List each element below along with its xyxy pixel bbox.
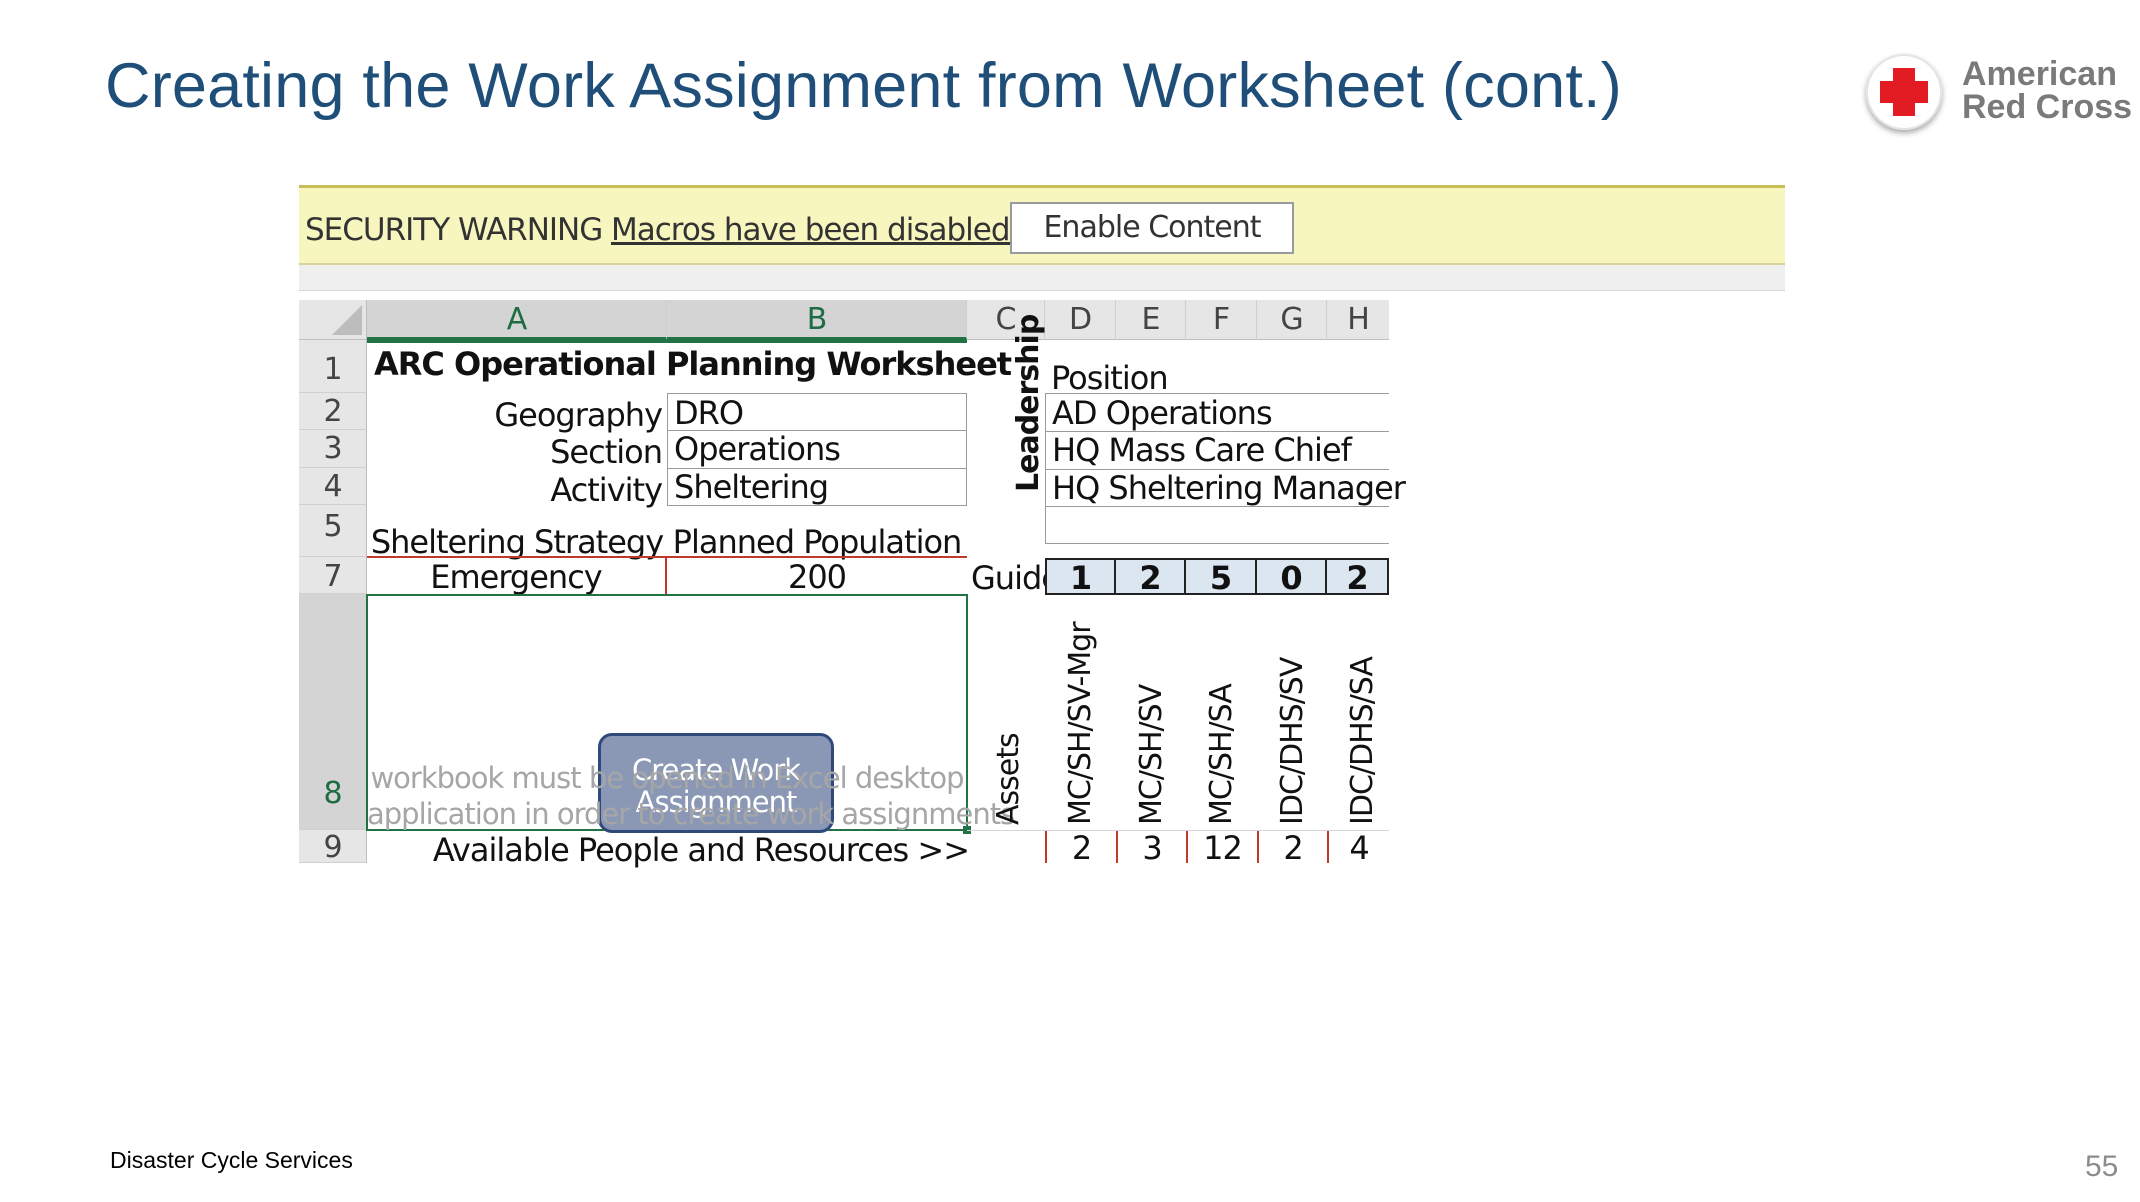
section-cell[interactable]: Operations [667, 431, 967, 469]
strategy-value-cell[interactable]: Emergency [367, 558, 667, 596]
asset-header-idc-dhs-sa: IDC/DHS/SA [1345, 657, 1380, 825]
guide-value-e[interactable]: 2 [1116, 558, 1186, 597]
guide-value-g[interactable]: 0 [1257, 558, 1327, 597]
available-resources-label: Available People and Resources >> [432, 831, 970, 869]
asset-header-idc-dhs-sv: IDC/DHS/SV [1275, 657, 1310, 825]
column-header-h[interactable]: H [1327, 300, 1389, 340]
column-header-f[interactable]: F [1186, 300, 1257, 340]
excel-desktop-note-1: workbook must be opened in Excel desktop [370, 761, 964, 795]
row-header-2[interactable]: 2 [299, 393, 367, 430]
asset-header-mc-sh-sv-mgr: MC/SH/SV-Mgr [1063, 622, 1098, 825]
column-header-a[interactable]: A [367, 300, 667, 340]
section-label: Section [550, 433, 663, 471]
red-divider [367, 556, 967, 558]
leadership-label: Leadership [1011, 314, 1046, 492]
geography-cell[interactable]: DRO [667, 393, 967, 432]
position-ad-operations[interactable]: AD Operations [1045, 393, 1389, 432]
american-red-cross-logo: American Red Cross [1862, 48, 2132, 138]
assets-label: Assets [991, 733, 1026, 825]
logo-line-2: Red Cross [1962, 88, 2133, 126]
planned-population-header: Planned Population [672, 523, 963, 561]
column-header-g[interactable]: G [1257, 300, 1327, 340]
create-button-line-2: Assignment [635, 785, 798, 819]
formula-bar-area [299, 265, 1785, 291]
available-mc-sh-sv[interactable]: 3 [1116, 830, 1186, 866]
guide-value-d[interactable]: 1 [1045, 558, 1116, 597]
geography-label: Geography [494, 396, 663, 434]
red-cross-icon [1866, 54, 1942, 130]
row-header-1[interactable]: 1 [299, 340, 367, 393]
position-header: Position [1051, 359, 1169, 397]
population-value-cell[interactable]: 200 [787, 558, 847, 596]
excel-screenshot: SECURITY WARNING Macros have been disabl… [299, 185, 1785, 1070]
column-header-e[interactable]: E [1116, 300, 1186, 340]
column-header-b[interactable]: B [667, 300, 967, 340]
create-button-line-1: Create Work [631, 753, 801, 787]
security-warning-label: SECURITY WARNING [305, 212, 603, 248]
column-header-c[interactable]: C [967, 300, 1045, 340]
footer-text: Disaster Cycle Services [110, 1147, 353, 1173]
enable-content-button[interactable]: Enable Content [1010, 202, 1294, 254]
activity-cell[interactable]: Sheltering [667, 469, 967, 506]
security-warning-bar: SECURITY WARNING Macros have been disabl… [299, 185, 1785, 265]
available-mc-sh-sv-mgr[interactable]: 2 [1045, 830, 1116, 866]
row-header-3[interactable]: 3 [299, 430, 367, 468]
worksheet-title: ARC Operational Planning Worksheet [374, 345, 1012, 383]
available-idc-dhs-sv[interactable]: 2 [1257, 830, 1327, 866]
asset-header-mc-sh-sa: MC/SH/SA [1204, 684, 1239, 825]
guide-value-h[interactable]: 2 [1327, 558, 1389, 597]
row-9-gridline [967, 830, 1389, 831]
logo-wordmark: American Red Cross [1962, 55, 2133, 126]
position-hq-sheltering-manager[interactable]: HQ Sheltering Manager [1045, 469, 1406, 507]
column-header-d[interactable]: D [1045, 300, 1116, 340]
selection-top-border [367, 340, 967, 343]
asset-header-mc-sh-sv: MC/SH/SV [1134, 684, 1169, 825]
available-idc-dhs-sa[interactable]: 4 [1327, 830, 1389, 866]
macros-disabled-link[interactable]: Macros have been disabled. [611, 212, 1019, 248]
logo-line-1: American [1962, 55, 2117, 93]
row-header-4[interactable]: 4 [299, 468, 367, 505]
create-work-assignment-button[interactable]: Create Work Assignment [598, 733, 834, 833]
slide-title: Creating the Work Assignment from Worksh… [105, 51, 1622, 121]
available-mc-sh-sa[interactable]: 12 [1186, 830, 1257, 866]
sheltering-strategy-header: Sheltering Strategy [370, 523, 664, 561]
select-all-corner[interactable] [299, 300, 367, 340]
page-number: 55 [2085, 1150, 2119, 1183]
excel-desktop-note-2: application in order to create work assi… [367, 797, 1015, 831]
row-header-7[interactable]: 7 [299, 557, 367, 594]
row-header-5[interactable]: 5 [299, 505, 367, 557]
position-empty[interactable] [1045, 506, 1389, 544]
position-hq-mass-care-chief[interactable]: HQ Mass Care Chief [1045, 431, 1389, 469]
row-header-8[interactable]: 8 [299, 594, 367, 830]
row-header-9[interactable]: 9 [299, 830, 367, 865]
guide-value-f[interactable]: 5 [1186, 558, 1257, 597]
activity-label: Activity [550, 471, 663, 509]
